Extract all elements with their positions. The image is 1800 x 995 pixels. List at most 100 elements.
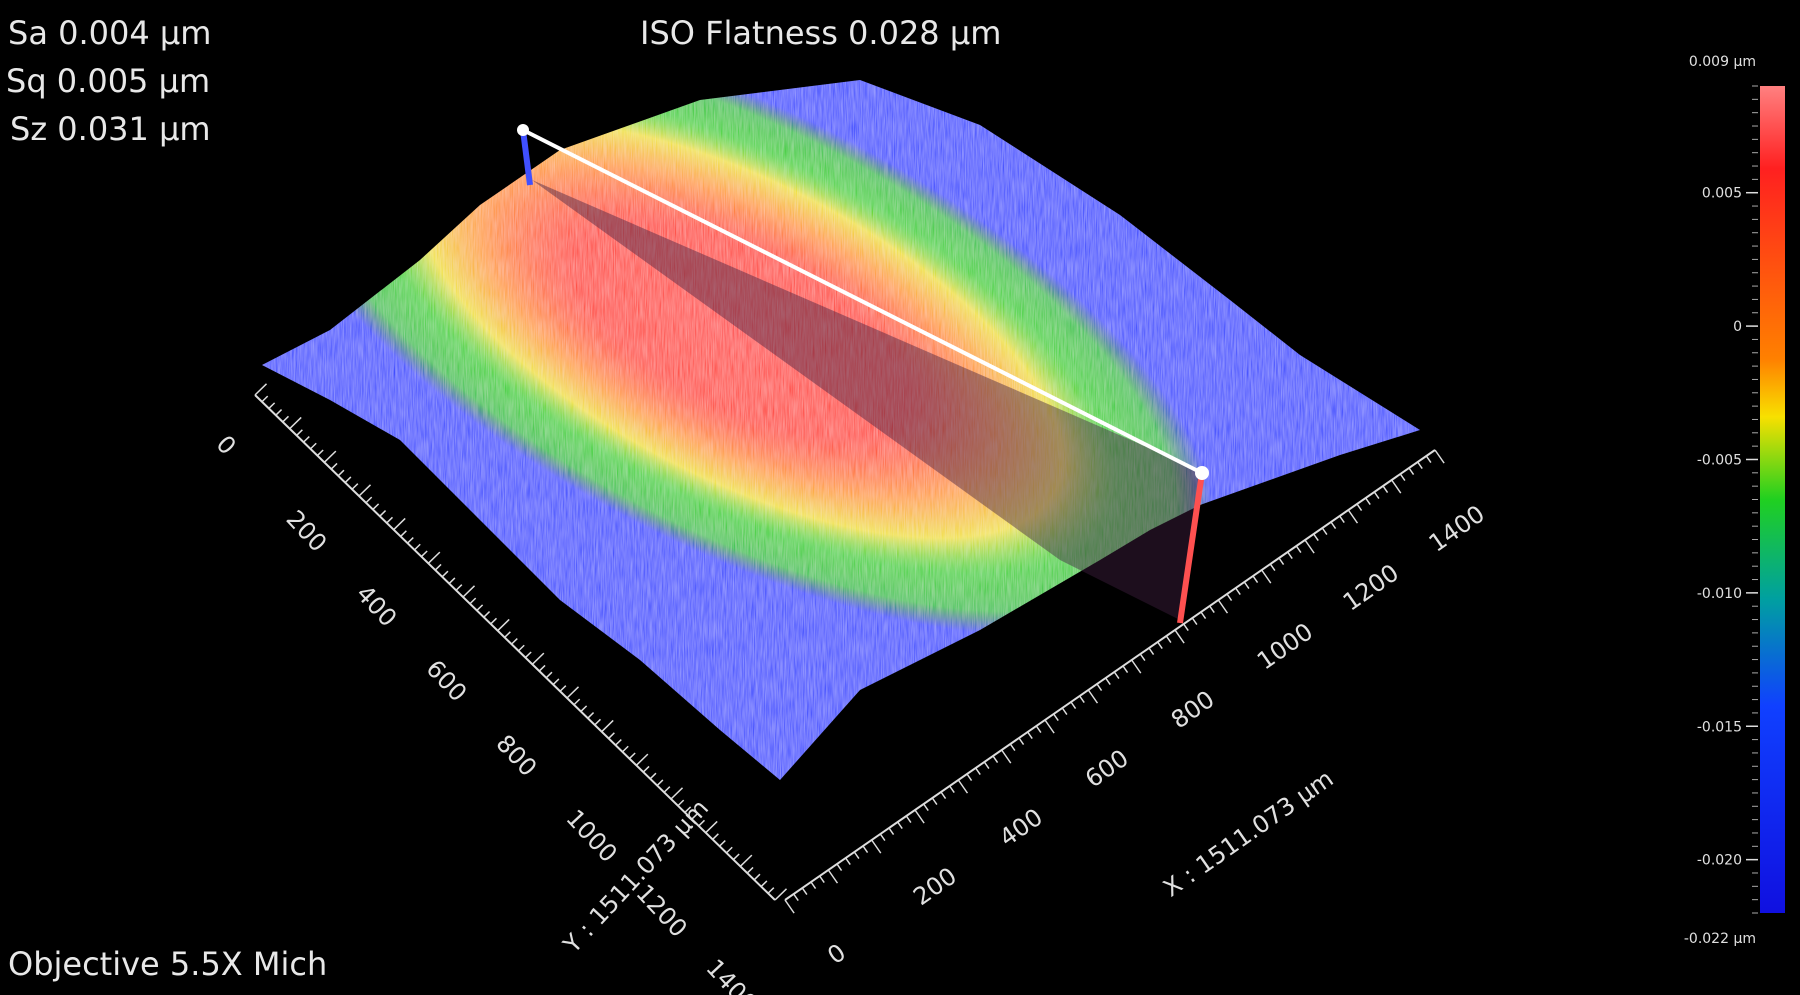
axis-minor-tick xyxy=(1243,581,1250,589)
axis-minor-tick xyxy=(420,550,428,558)
axis-minor-tick xyxy=(845,857,851,865)
axis-minor-tick xyxy=(975,767,981,775)
marker-post-start xyxy=(520,129,533,186)
axis-minor-tick xyxy=(303,435,310,443)
colorbar-tick-label: -0.010 xyxy=(1697,586,1742,602)
axis-minor-tick xyxy=(441,570,449,578)
axis-minor-tick xyxy=(871,839,882,854)
axis-minor-tick xyxy=(275,409,283,416)
marker-start xyxy=(517,124,529,136)
axis-minor-tick xyxy=(1321,527,1328,535)
stat-sa: Sa 0.004 µm xyxy=(8,14,211,52)
axis-minor-tick xyxy=(698,819,706,827)
axis-minor-tick xyxy=(587,712,595,719)
axis-minor-tick xyxy=(462,585,476,598)
axis-minor-tick xyxy=(1252,575,1259,583)
axis-minor-tick xyxy=(760,880,768,888)
y-axis-line xyxy=(254,394,776,901)
axis-minor-tick xyxy=(1269,563,1276,571)
axis-minor-tick xyxy=(337,469,345,477)
axis-minor-tick xyxy=(746,866,754,874)
axis-minor-tick xyxy=(1096,683,1103,691)
axis-minor-tick xyxy=(1217,599,1229,614)
colorbar-tick-label: 0.005 xyxy=(1702,186,1742,202)
axis-minor-tick xyxy=(914,809,925,824)
x-tick-label: 600 xyxy=(1080,744,1134,793)
axis-minor-tick xyxy=(1061,707,1068,715)
axis-minor-tick xyxy=(469,597,477,605)
axis-minor-tick xyxy=(897,821,903,829)
axis-minor-tick xyxy=(372,503,380,511)
axis-minor-tick xyxy=(774,888,788,901)
x-tick-label: 1400 xyxy=(1424,500,1490,558)
y-tick-label: 1400 xyxy=(700,954,762,995)
axis-minor-tick xyxy=(573,698,581,706)
axis-minor-tick xyxy=(1148,647,1155,655)
axis-minor-tick xyxy=(448,577,456,585)
axis-minor-tick xyxy=(1105,677,1111,685)
axis-minor-tick xyxy=(1304,539,1315,554)
colorbar-min: -0.022 µm xyxy=(1684,931,1756,947)
axis-minor-tick xyxy=(677,799,685,807)
axis-minor-tick xyxy=(1131,659,1142,674)
axis-minor-tick xyxy=(427,551,441,564)
axis-minor-tick xyxy=(1417,461,1423,469)
axis-minor-tick xyxy=(670,787,684,800)
marker-end xyxy=(1195,466,1209,480)
axis-minor-tick xyxy=(296,429,303,436)
axis-minor-tick xyxy=(862,845,869,853)
axis-minor-tick xyxy=(793,893,799,901)
profile-plane xyxy=(532,180,1200,620)
y-tick-label: 800 xyxy=(491,729,543,782)
axis-minor-tick xyxy=(538,664,546,672)
axis-minor-tick xyxy=(559,685,567,692)
axis-minor-tick xyxy=(476,604,484,612)
axis-minor-tick xyxy=(1382,485,1389,493)
marker-post-end xyxy=(1177,472,1205,624)
axis-minor-tick xyxy=(1157,641,1163,649)
x-tick-label: 800 xyxy=(1166,685,1220,734)
axis-minor-tick xyxy=(753,873,761,881)
axis-minor-tick xyxy=(992,755,999,763)
axis-minor-tick xyxy=(1027,731,1033,739)
colorbar-tick-label: -0.005 xyxy=(1697,452,1742,468)
y-tick-label: 400 xyxy=(351,580,403,633)
x-tick-label: 400 xyxy=(994,803,1048,852)
axis-minor-tick xyxy=(393,517,406,531)
axis-minor-tick xyxy=(1391,479,1402,494)
axis-minor-tick xyxy=(949,785,955,793)
axis-minor-tick xyxy=(1113,671,1120,679)
x-tick-label: 0 xyxy=(822,938,851,970)
colorbar xyxy=(1760,86,1785,913)
axis-minor-tick xyxy=(739,854,753,867)
colorbar-tick-label: -0.015 xyxy=(1697,719,1742,735)
axis-minor-tick xyxy=(879,833,886,841)
axis-minor-tick xyxy=(1183,623,1189,631)
axis-minor-tick xyxy=(386,516,394,524)
axis-minor-tick xyxy=(615,738,622,746)
axis-minor-tick xyxy=(407,536,414,544)
axis-minor-tick xyxy=(400,530,407,537)
axis-minor-tick xyxy=(608,732,615,739)
axis-minor-tick xyxy=(566,686,580,699)
axis-minor-tick xyxy=(836,863,843,871)
axis-minor-tick xyxy=(434,563,442,571)
axis-minor-tick xyxy=(365,496,373,504)
axis-minor-tick xyxy=(663,786,671,793)
axis-minor-tick xyxy=(1365,497,1371,505)
axis-minor-tick xyxy=(656,779,664,787)
axis-minor-tick xyxy=(344,476,352,484)
axis-minor-tick xyxy=(1295,545,1302,553)
axis-minor-tick xyxy=(1087,689,1099,704)
axis-minor-tick xyxy=(957,779,969,794)
y-tick-label: 0 xyxy=(211,430,242,460)
axis-minor-tick xyxy=(649,772,657,780)
axis-minor-tick xyxy=(684,806,692,814)
axis-minor-tick xyxy=(705,820,718,834)
axis-minor-tick xyxy=(594,718,602,726)
axis-minor-tick xyxy=(767,887,775,894)
axis-minor-tick xyxy=(580,705,588,713)
axis-minor-tick xyxy=(1356,503,1363,511)
axis-minor-tick xyxy=(827,869,839,884)
